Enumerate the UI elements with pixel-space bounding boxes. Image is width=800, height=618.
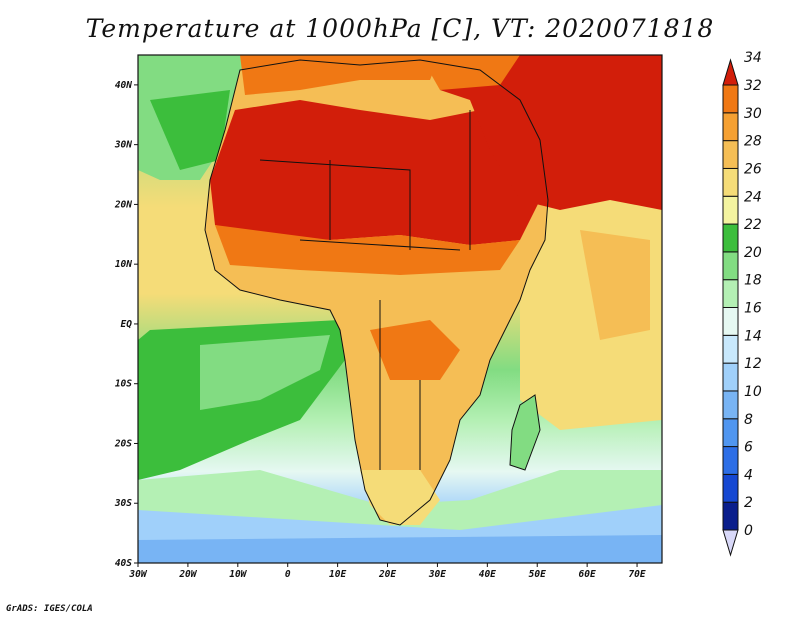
colorbar-label: 26 [744, 161, 762, 177]
colorbar-label: 0 [744, 523, 753, 539]
colorbar-swatch [722, 390, 739, 420]
x-tick-label: 10W [229, 569, 247, 580]
x-tick-label: 0 [285, 569, 291, 580]
colorbar-swatch [722, 418, 739, 448]
colorbar-swatch [722, 112, 739, 142]
coastlines [204, 59, 549, 526]
colorbar-label: 8 [744, 412, 753, 428]
colorbar-label: 30 [744, 106, 762, 122]
x-axis-ticks: 30W 20W 10W 0 10E 20E 30E 40E 50E 60E 70E [128, 563, 646, 580]
colorbar-high-arrow [722, 58, 739, 86]
y-tick-label: 40N [115, 80, 132, 91]
map-title: Temperature at 1000hPa [C], VT: 20200718… [85, 14, 715, 43]
y-tick-label: EQ [121, 319, 133, 330]
colorbar-swatch [722, 334, 739, 364]
colorbar-label: 4 [744, 467, 753, 483]
temperature-field [138, 55, 662, 563]
colorbar-swatch [722, 84, 739, 114]
y-tick-label: 10N [115, 259, 132, 270]
colorbar-swatch [722, 362, 739, 392]
y-tick-label: 20N [114, 199, 132, 210]
colorbar-swatch [722, 307, 739, 336]
colorbar-label: 16 [744, 301, 762, 317]
x-tick-label: 20W [178, 569, 197, 580]
x-tick-label: 40E [479, 569, 496, 580]
y-tick-label: 40S [115, 558, 132, 569]
colorbar-low-arrow [722, 529, 739, 557]
colorbar-swatch [722, 195, 739, 225]
x-tick-label: 20E [378, 569, 396, 580]
colorbar-swatch [722, 223, 739, 253]
colorbar-label: 18 [744, 273, 762, 289]
colorbar-label: 32 [744, 78, 762, 94]
x-tick-label: 60E [579, 569, 596, 580]
x-tick-label: 30E [428, 569, 446, 580]
colorbar-label: 22 [744, 217, 762, 233]
colorbar-label: 12 [744, 356, 762, 372]
colorbar-label: 34 [744, 50, 762, 66]
y-tick-label: 10S [115, 379, 132, 390]
colorbar-swatch [722, 140, 739, 169]
colorbar-swatch [722, 279, 739, 308]
y-axis-ticks: 40N 30N 20N 10N EQ 10S 20S 30S 40S [114, 80, 138, 569]
map-frame [137, 54, 663, 564]
y-tick-label: 20S [114, 438, 132, 449]
colorbar-label: 6 [744, 440, 753, 456]
colorbar-swatch [722, 251, 739, 281]
colorbar-label: 2 [744, 495, 753, 511]
y-tick-label: 30S [114, 498, 132, 509]
colorbar-label: 20 [744, 245, 762, 261]
colorbar-swatch [722, 167, 739, 197]
x-tick-label: 50E [529, 569, 546, 580]
grads-credit: GrADS: IGES/COLA [6, 604, 93, 614]
colorbar-label: 14 [744, 328, 762, 344]
colorbar-label: 24 [744, 189, 762, 205]
colorbar-swatch [722, 473, 739, 503]
colorbar-swatch [722, 446, 739, 475]
x-tick-label: 30W [128, 569, 147, 580]
colorbar-label: 28 [744, 134, 762, 150]
colorbar-label: 10 [744, 384, 762, 400]
colorbar-swatch [722, 501, 739, 531]
y-tick-label: 30N [114, 140, 132, 151]
x-tick-label: 70E [628, 569, 645, 580]
x-tick-label: 10E [329, 569, 346, 580]
